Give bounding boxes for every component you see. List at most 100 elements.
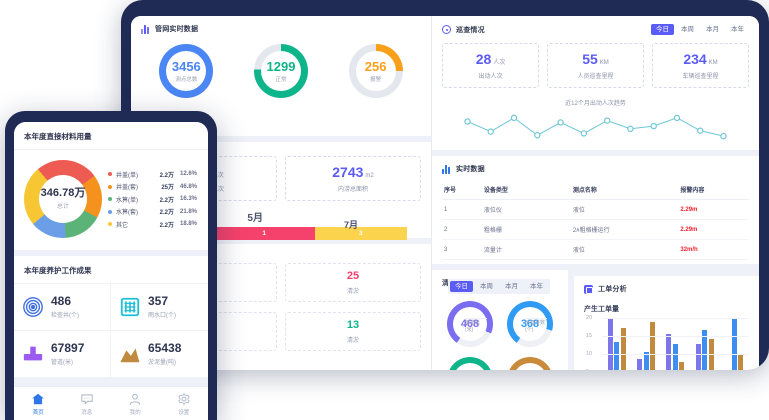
chart-bar-group (666, 318, 685, 370)
monitor-ring: 256 报警 (348, 44, 403, 98)
legend-value: 2.2万 (159, 222, 174, 229)
monitor-ring-label: 报警 (370, 76, 382, 83)
result-gauge-center (453, 363, 487, 370)
chart-bar (672, 343, 678, 370)
table-column-header: 设备类型 (481, 180, 571, 200)
table-cell: 粗格栅 (481, 219, 571, 240)
table-cell: 1 (442, 199, 482, 220)
grid-icon (584, 284, 593, 294)
maintain-kpi-value: 67897 (51, 341, 85, 355)
chart-bar (607, 318, 613, 370)
legend-label: 其它 (116, 222, 129, 229)
result-gauge-value: 368 (520, 317, 540, 330)
patrol-metric-tile-unit: KM (599, 60, 609, 67)
monitor-ring-center: 1299 正常 (260, 51, 301, 91)
result-gauge-grid: 468 管道长(米) 368 检查井数(个) (432, 292, 568, 370)
result-gauge (500, 352, 560, 370)
material-panel: 本年度直接材料用量 346.78万 总计 井盖(单) 2.2万 12.6% 井盖(套)… (14, 122, 208, 250)
patrol-metric-tile-value: 55 KM (582, 51, 609, 68)
table-row: 1 液位仪 液位 2.29m (442, 199, 749, 220)
monitor-ring-value: 256 (364, 58, 387, 74)
material-donut-chart: 346.78万 总计 (24, 160, 102, 238)
maintain-kpi-caption: 管道(米) (51, 360, 73, 366)
repair-tile-caption: 清淤 (346, 289, 359, 295)
phone-tabbar[interactable]: 首页 消息 我的 设置 (14, 386, 208, 420)
maintain-kpi-text: 67897 管道(米) (51, 342, 84, 366)
maintain-kpi-grid: 486 检查井(个) 357 雨水口(个) 67897 管道(米) 65438 淤泥量(吨) (14, 284, 208, 377)
result-gauge-label: 检查井数(个) (525, 317, 547, 333)
patrol-metric-tile-unit: KM (708, 60, 718, 67)
order-bar-chart: 05101520 (586, 315, 749, 370)
legend-value: 2.2万 (159, 172, 174, 179)
realtime-table: 序号 设备类型 测点名称 报警内容 1 液位仪 液位 2.29m 2 粗格栅 2#粗格栅运行 2.2… (442, 180, 749, 260)
maintain-kpi-text: 357 雨水口(个) (148, 295, 176, 319)
monitor-ring: 1299 正常 (253, 44, 308, 98)
patrol-range-tab[interactable]: 今日 (651, 24, 674, 36)
chart-gridline (602, 354, 749, 355)
manhole-icon (23, 297, 43, 317)
grate-icon (120, 297, 140, 317)
table-body: 1 液位仪 液位 2.29m 2 粗格栅 2#粗格栅运行 2.29m 3 流量计 液位 32m/h (442, 199, 749, 260)
chart-bar-group (637, 318, 656, 370)
chart-bar (702, 329, 708, 370)
legend-value: 25万 (161, 185, 174, 191)
maintain-panel-title: 本年度养护工作成果 (14, 256, 208, 284)
chart-bar (620, 328, 626, 370)
repair-tile: 25 清淤 (285, 263, 421, 302)
phone-tab-label: 首页 (32, 409, 44, 416)
maintain-kpi-value: 65438 (148, 341, 182, 355)
patrol-range-tab[interactable]: 本年 (731, 26, 744, 33)
result-range-tab[interactable]: 本年 (530, 283, 543, 290)
flood-metric-tile-unit: 人次 (211, 173, 224, 179)
chart-ytick: 20 (586, 315, 593, 321)
chart-bar (643, 351, 649, 370)
legend-label: 水箅(单) (116, 197, 138, 204)
eye-icon (442, 25, 451, 35)
patrol-range-tab[interactable]: 本月 (706, 26, 719, 33)
chart-ytick: 15 (586, 333, 593, 339)
phone-tab-person[interactable]: 我的 (111, 392, 160, 416)
pipe-icon (23, 346, 43, 361)
phone-tab-label: 我的 (129, 409, 141, 416)
result-range-tab[interactable]: 本周 (480, 283, 493, 290)
patrol-range-tabs[interactable]: 今日 本周 本月 本年 (651, 24, 749, 36)
result-gauge-center (513, 363, 547, 370)
flood-metric-tile-value: 2743 m2 (332, 164, 374, 180)
phone-tab-message[interactable]: 消息 (63, 392, 112, 416)
realtime-table-panel: 实时数据 序号 设备类型 测点名称 报警内容 1 液位仪 液位 2.29m 2 粗格栅 2#粗格栅… (432, 156, 759, 264)
maintain-kpi-item: 486 检查井(个) (14, 284, 111, 331)
material-panel-title: 本年度直接材料用量 (14, 122, 208, 150)
patrol-metric-tile-caption: 出动人次 (478, 74, 503, 81)
table-row: 2 粗格栅 2#粗格栅运行 2.29m (442, 219, 749, 240)
monitor-ring-center: 3456 测点总数 (166, 51, 207, 91)
patrol-spark-title: 近12个月出动人次趋势 (565, 101, 626, 108)
table-cell: 2.29m (678, 199, 749, 220)
legend-label: 水箅(套) (116, 210, 138, 216)
monitor-ring-value: 3456 (171, 58, 201, 74)
phone-tab-gear[interactable]: 设置 (160, 392, 209, 416)
result-range-tab[interactable]: 本月 (505, 283, 518, 290)
phone-tab-home[interactable]: 首页 (14, 392, 63, 416)
patrol-metric-tile-value: 28 人次 (475, 51, 506, 68)
result-gauge-center: 468 管道长(米) (453, 307, 487, 341)
result-range-tab[interactable]: 今日 (450, 281, 473, 293)
result-gauge-ring: 468 管道长(米) (447, 301, 493, 347)
maintain-kpi-icon (119, 343, 141, 365)
chart-gridline (602, 318, 749, 319)
patrol-spark-chart (432, 109, 759, 156)
maintain-kpi-text: 65438 淤泥量(吨) (148, 342, 181, 366)
chart-bar-group (695, 318, 714, 370)
material-legend-item: 水箅(单) 2.2万 16.3% (108, 195, 200, 204)
legend-percent: 46.8% (180, 183, 198, 190)
legend-percent: 12.6% (180, 171, 198, 177)
chart-gridline (602, 336, 749, 337)
flood-month-label: 5月 (247, 213, 263, 224)
result-gauge-center: 368 检查井数(个) (513, 307, 547, 341)
chart-bar-group (607, 318, 626, 370)
message-icon (80, 393, 93, 404)
result-range-tabs[interactable]: 今日 本周 本月 本年 (448, 279, 550, 295)
patrol-range-tab[interactable]: 本周 (681, 26, 694, 33)
result-gauge-value: 468 (460, 317, 480, 330)
legend-label: 井盖(单) (116, 172, 138, 179)
patrol-metric-tile-caption: 人员巡查里程 (577, 74, 614, 81)
